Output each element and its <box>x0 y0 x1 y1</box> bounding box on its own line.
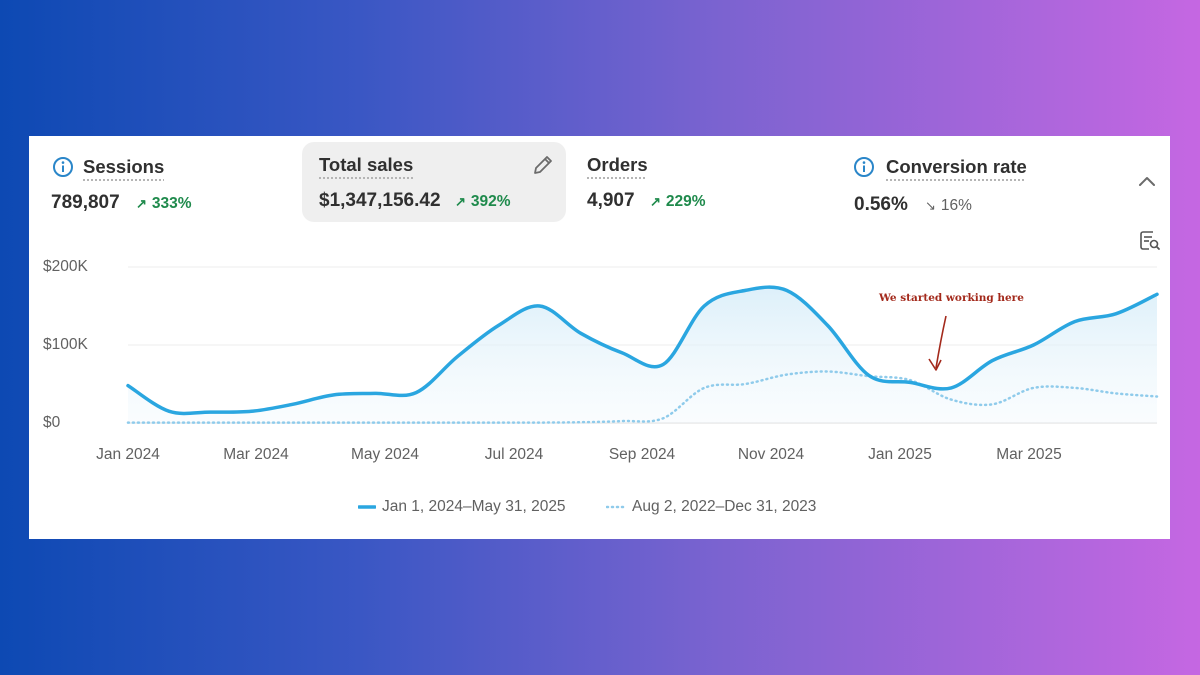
metric-change: ↘ 16% <box>925 197 972 214</box>
metric-change: ↗ 392% <box>455 193 511 210</box>
metric-title[interactable]: Conversion rate <box>886 156 1027 177</box>
legend-dotted-swatch <box>605 505 627 509</box>
primary-series-area <box>128 287 1157 423</box>
chevron-up-icon[interactable] <box>1137 174 1157 193</box>
x-tick-label: Mar 2024 <box>223 446 289 463</box>
legend-label: Aug 2, 2022–Dec 31, 2023 <box>632 498 817 515</box>
x-tick-label: Jan 2024 <box>96 446 160 463</box>
info-icon[interactable] <box>52 156 74 183</box>
legend-item-comparison[interactable]: Aug 2, 2022–Dec 31, 2023 <box>605 498 817 516</box>
metric-value: 4,907 <box>587 190 635 211</box>
legend-item-primary[interactable]: Jan 1, 2024–May 31, 2025 <box>357 498 566 516</box>
metric-orders[interactable]: Orders 4,907 ↗ 229% <box>574 142 836 222</box>
x-tick-label: Sep 2024 <box>608 446 676 463</box>
trend-up-icon: ↗ <box>650 194 661 209</box>
y-tick-label: $0 <box>43 414 61 431</box>
chart-annotation: We started working here <box>879 292 1024 304</box>
x-tick-label: Mar 2025 <box>996 446 1062 463</box>
x-tick-label: Jul 2024 <box>484 446 544 463</box>
metric-change: ↗ 229% <box>650 193 706 210</box>
legend-label: Jan 1, 2024–May 31, 2025 <box>382 498 566 515</box>
analytics-card: Sessions 789,807 ↗ 333% Total sales $1,34… <box>29 136 1170 539</box>
trend-up-icon: ↗ <box>136 196 147 211</box>
metric-title[interactable]: Total sales <box>319 154 414 175</box>
comparison-series-line[interactable] <box>126 370 1159 424</box>
metric-change: ↗ 333% <box>136 195 192 212</box>
info-icon[interactable] <box>853 156 875 183</box>
x-tick-label: Nov 2024 <box>737 446 805 463</box>
annotation-arrow <box>928 315 947 371</box>
metric-conversion-rate[interactable]: Conversion rate 0.56% ↘ 16% <box>841 142 1103 222</box>
pencil-icon[interactable] <box>531 153 555 182</box>
metric-value: $1,347,156.42 <box>319 190 441 211</box>
metric-title[interactable]: Sessions <box>83 156 165 177</box>
trend-up-icon: ↗ <box>455 194 466 209</box>
legend-solid-swatch <box>357 505 377 509</box>
y-tick-label: $200K <box>43 258 88 275</box>
x-tick-label: Jan 2025 <box>868 446 932 463</box>
metric-value: 0.56% <box>854 194 908 215</box>
explore-data-icon[interactable] <box>1139 230 1161 257</box>
trend-down-icon: ↘ <box>925 198 936 213</box>
metric-title[interactable]: Orders <box>587 154 648 175</box>
x-tick-label: May 2024 <box>350 446 420 463</box>
metric-sessions[interactable]: Sessions 789,807 ↗ 333% <box>39 142 301 222</box>
primary-series-line[interactable] <box>126 285 1159 416</box>
metric-total-sales[interactable]: Total sales $1,347,156.42 ↗ 392% <box>302 142 566 222</box>
metric-value: 789,807 <box>51 192 120 213</box>
sales-line-chart <box>126 266 1159 424</box>
y-tick-label: $100K <box>43 336 88 353</box>
